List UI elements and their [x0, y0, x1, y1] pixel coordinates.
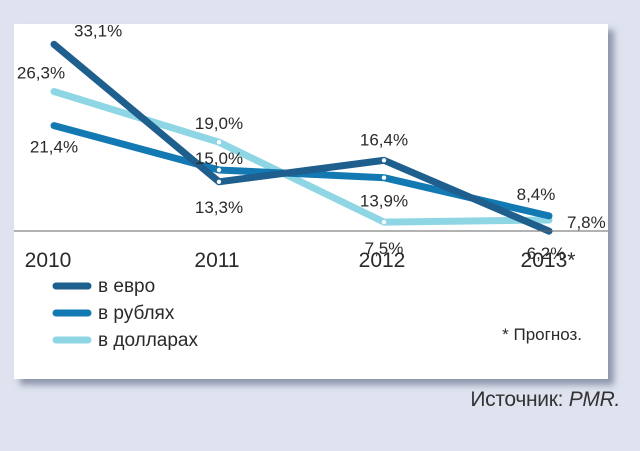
data-label-euro-1: 13,3% [195, 198, 243, 217]
data-label-euro-3: 6,2% [527, 244, 566, 263]
data-label-euro-2: 16,4% [360, 130, 408, 149]
x-tick-label-1: 2011 [194, 249, 239, 272]
x-tick-label-2: 2012 [359, 249, 406, 272]
data-label-usd-2: 7,5% [365, 239, 404, 258]
data-point-usd-2 [381, 219, 387, 225]
legend-label-euro: в евро [98, 276, 155, 297]
data-label-rub-2: 13,9% [360, 192, 408, 211]
x-tick-label-3: 2013* [521, 249, 576, 272]
data-point-rub-1 [216, 167, 222, 173]
line-chart: 33,1% 13,3% 16,4% 6,2% 21,4% 15,0% 13,9% 8,4% 26… [14, 24, 608, 351]
x-tick-label-0: 2010 [25, 249, 72, 272]
forecast-footnote: * Прогноз. [502, 325, 582, 344]
legend-label-rub: в рублях [98, 303, 175, 324]
data-point-rub-2 [381, 175, 387, 180]
source-name: PMR. [568, 388, 621, 411]
data-label-usd-3: 7,8% [567, 213, 606, 232]
data-label-usd-1: 19,0% [195, 114, 243, 133]
source-label: Источник: [470, 388, 564, 411]
chart-card: 33,1% 13,3% 16,4% 6,2% 21,4% 15,0% 13,9% 8,4% 26… [14, 24, 608, 379]
data-label-usd-0: 26,3% [17, 64, 65, 83]
data-point-usd-1 [216, 140, 222, 145]
data-label-euro-0: 33,1% [74, 24, 122, 40]
legend-label-usd: в долларах [98, 330, 198, 351]
data-point-euro-1 [216, 179, 222, 184]
data-label-rub-1: 15,0% [195, 149, 243, 168]
data-point-euro-2 [381, 158, 387, 163]
data-label-rub-3: 8,4% [517, 185, 556, 204]
data-label-rub-0: 21,4% [30, 138, 78, 157]
series-line-euro [50, 40, 553, 235]
source-note: Источник: PMR. [470, 388, 620, 412]
